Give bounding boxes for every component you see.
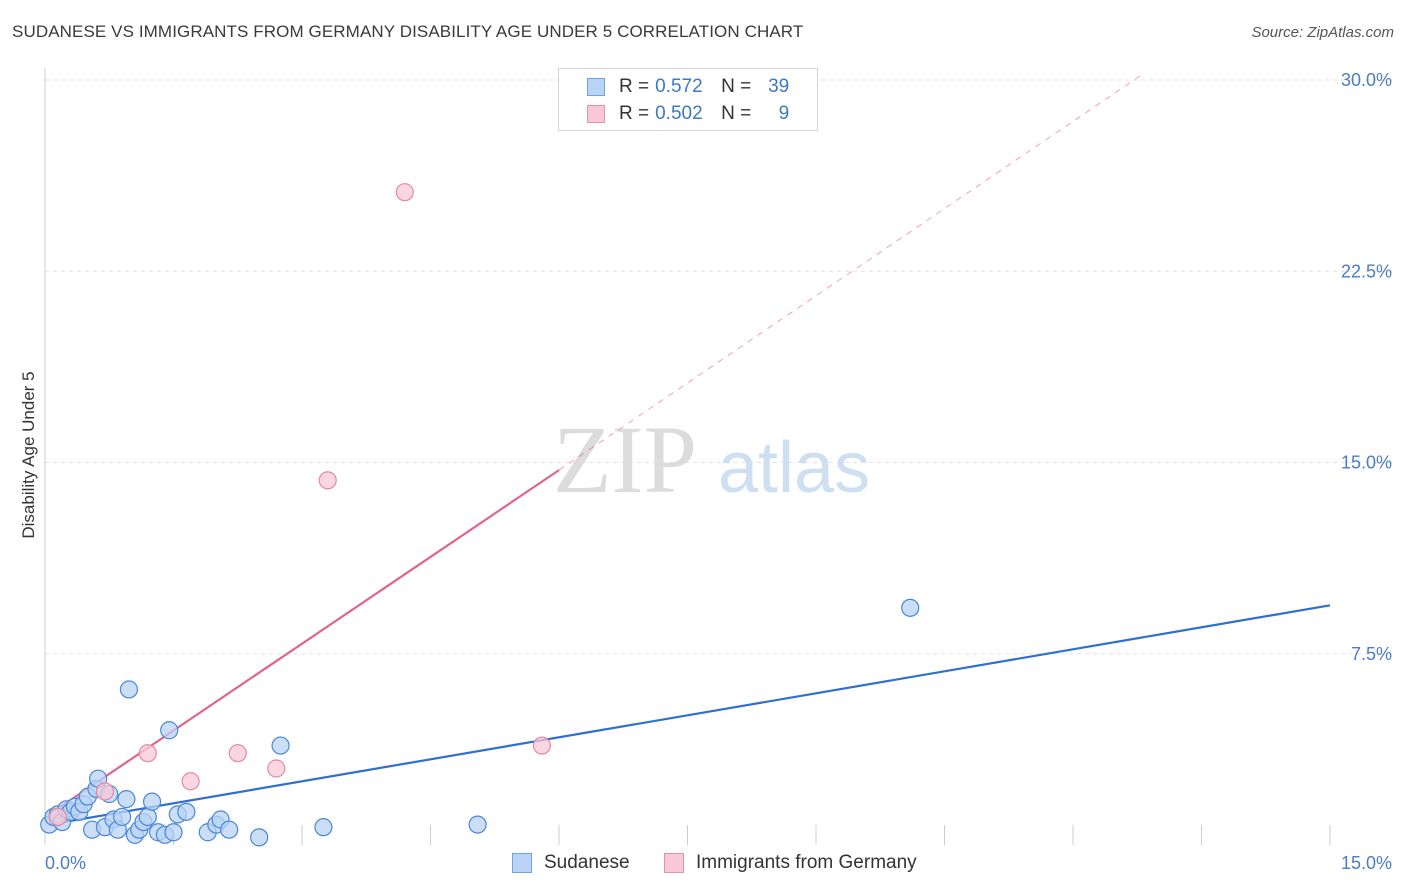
point-sudanese — [119, 680, 139, 699]
point-germany — [318, 471, 337, 490]
legend-swatch-sudanese — [587, 78, 605, 96]
chart-title: SUDANESE VS IMMIGRANTS FROM GERMANY DISA… — [12, 22, 804, 41]
tick-labels: 7.5% 15.0% 22.5% 30.0% 0.0% 15.0% — [45, 70, 1392, 873]
legend-r-value: 0.572 — [655, 76, 703, 97]
point-sudanese — [112, 807, 132, 827]
bottom-legend-swatch-sudanese — [512, 853, 532, 873]
watermark-atlas: atlas — [718, 428, 870, 508]
legend-r-label: R = — [619, 76, 650, 97]
legend-r-label: R = — [619, 103, 650, 124]
legend: R = 0.572 N = 39 R = 0.502 N = 9 — [558, 68, 818, 131]
bottom-legend-germany: Immigrants from Germany — [664, 852, 917, 874]
legend-n-label: N = — [721, 103, 752, 124]
legend-swatch-germany — [587, 105, 605, 123]
legend-n-value: 39 — [768, 76, 790, 97]
point-germany — [228, 744, 247, 763]
point-sudanese — [164, 823, 183, 842]
bottom-legend-label-germany: Immigrants from Germany — [696, 852, 917, 873]
grid-lines — [45, 79, 1392, 655]
point-sudanese — [250, 828, 269, 847]
point-sudanese — [271, 736, 290, 755]
trend-line-germany — [48, 469, 560, 816]
point-germany — [267, 759, 286, 778]
point-germany — [95, 782, 115, 801]
legend-row-germany: R = 0.502 N = 9 — [587, 101, 789, 127]
y-tick-label: 22.5% — [1341, 261, 1392, 281]
trend-line-germany-extension — [558, 74, 1142, 471]
x-tick-label-min: 0.0% — [45, 853, 86, 873]
y-tick-label: 7.5% — [1351, 644, 1392, 664]
x-tick-label-max: 15.0% — [1341, 853, 1392, 873]
trend-lines — [48, 74, 1331, 826]
y-tick-label: 15.0% — [1341, 453, 1392, 473]
axes — [44, 68, 1331, 845]
point-sudanese — [142, 792, 162, 811]
bottom-legend-swatch-germany — [664, 853, 684, 873]
legend-row-sudanese: R = 0.572 N = 39 — [587, 74, 789, 100]
y-axis-label: Disability Age Under 5 — [19, 371, 38, 538]
point-germany — [48, 807, 67, 827]
watermark-zip: ZIP — [553, 406, 697, 513]
point-sudanese — [901, 598, 920, 617]
trend-line-sudanese — [49, 604, 1331, 826]
point-germany — [532, 736, 551, 755]
legend-n-value: 9 — [778, 103, 790, 124]
point-sudanese — [177, 802, 196, 821]
point-sudanese — [138, 807, 157, 827]
point-sudanese — [314, 818, 333, 837]
point-germany — [181, 772, 200, 791]
legend-r-value: 0.502 — [655, 103, 703, 124]
bottom-legend-sudanese: Sudanese — [512, 852, 630, 874]
y-tick-label: 30.0% — [1341, 70, 1392, 90]
point-sudanese — [468, 815, 487, 834]
point-germany — [395, 183, 414, 202]
bottom-legend-label-sudanese: Sudanese — [544, 852, 630, 873]
legend-n-label: N = — [721, 76, 752, 97]
chart-source: Source: ZipAtlas.com — [1251, 24, 1394, 41]
point-sudanese — [160, 721, 179, 740]
watermark: ZIP atlas — [553, 406, 870, 513]
point-germany — [138, 744, 157, 763]
point-sudanese — [220, 820, 239, 839]
data-points — [40, 183, 920, 847]
point-sudanese — [117, 789, 136, 809]
